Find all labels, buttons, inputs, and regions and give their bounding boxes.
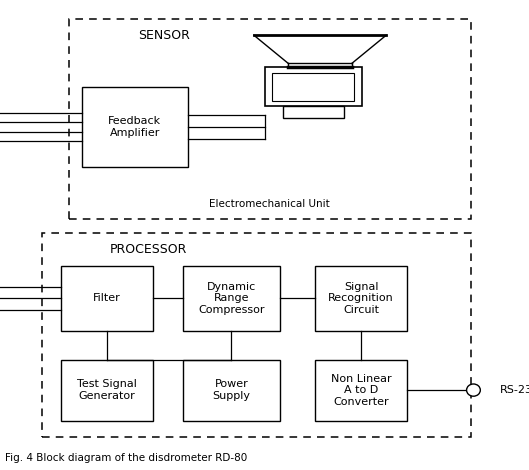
Bar	[61, 266, 153, 331]
Bar	[42, 233, 471, 437]
Text: PROCESSOR: PROCESSOR	[110, 243, 187, 256]
Text: Test Signal
Generator: Test Signal Generator	[77, 379, 137, 401]
Bar	[315, 266, 407, 331]
Bar	[272, 73, 354, 101]
Bar	[61, 360, 153, 421]
Bar	[183, 266, 280, 331]
Bar	[283, 106, 344, 118]
Text: Power
Supply: Power Supply	[213, 379, 250, 401]
Text: Non Linear
A to D
Converter: Non Linear A to D Converter	[331, 374, 391, 407]
Text: Signal
Recognition
Circuit: Signal Recognition Circuit	[328, 282, 394, 315]
Bar	[183, 360, 280, 421]
Text: Electromechanical Unit: Electromechanical Unit	[209, 199, 330, 210]
Bar	[315, 360, 407, 421]
Text: Dynamic
Range
Compressor: Dynamic Range Compressor	[198, 282, 264, 315]
Text: Fig. 4 Block diagram of the disdrometer RD-80: Fig. 4 Block diagram of the disdrometer …	[5, 453, 248, 463]
Bar	[69, 19, 471, 219]
Bar	[264, 67, 362, 106]
Text: Filter: Filter	[93, 293, 121, 304]
Circle shape	[467, 384, 480, 396]
Text: RS-232: RS-232	[500, 385, 529, 395]
Bar	[82, 87, 188, 167]
Text: SENSOR: SENSOR	[138, 29, 190, 42]
Text: Feedback
Amplifier: Feedback Amplifier	[108, 116, 161, 138]
